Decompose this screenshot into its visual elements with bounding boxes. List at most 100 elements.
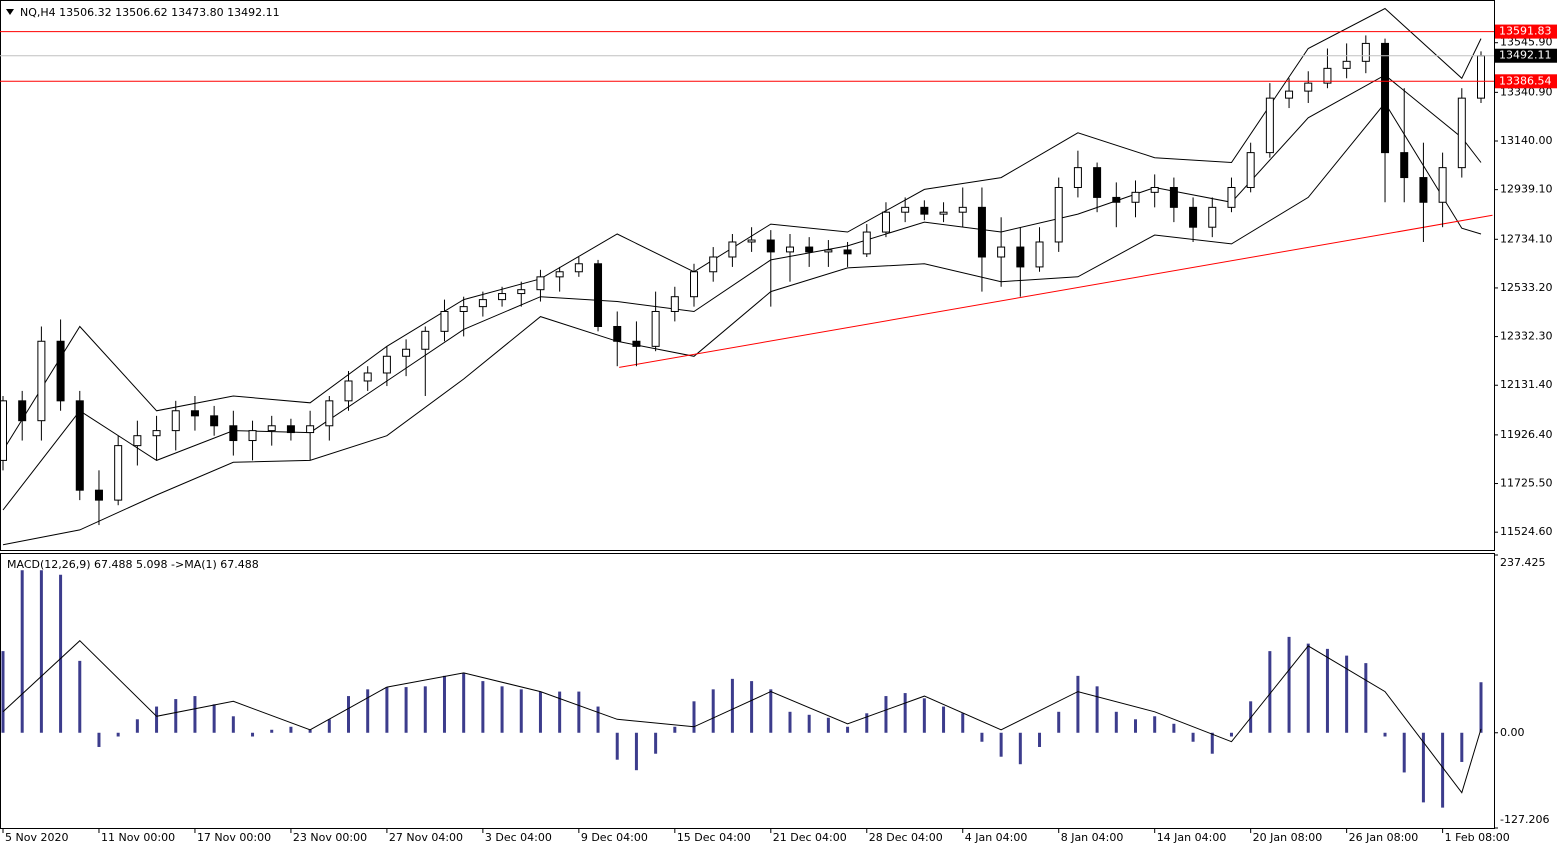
candle-body — [651, 310, 660, 347]
candle-body — [402, 348, 411, 357]
candle-body — [920, 206, 929, 215]
candle-body — [632, 340, 641, 347]
y-tick-label: 12533.20 — [1500, 281, 1553, 294]
candle-body — [709, 256, 718, 273]
x-tick-label: 20 Jan 08:00 — [1253, 831, 1323, 844]
candle-body — [555, 271, 564, 278]
candle-body — [997, 246, 1006, 258]
x-tick-label: 8 Jan 04:00 — [1061, 831, 1124, 844]
candle-body — [1304, 82, 1313, 92]
y-tick-label: 12939.10 — [1500, 183, 1553, 196]
candle-body — [901, 206, 910, 213]
candle-body — [1400, 152, 1409, 179]
candle-body — [977, 206, 986, 258]
x-tick-label: 26 Jan 08:00 — [1349, 831, 1419, 844]
x-tick-label: 14 Jan 04:00 — [1157, 831, 1227, 844]
macd-title: MACD(12,26,9) 67.488 5.098 ->MA(1) 67.48… — [7, 558, 259, 571]
candle-body — [1265, 97, 1274, 154]
candle-body — [1131, 191, 1140, 203]
candle-body — [210, 415, 219, 427]
candle-body — [766, 239, 775, 253]
candle-body — [881, 211, 890, 233]
candle-body — [1323, 67, 1332, 84]
candle-body — [785, 246, 794, 253]
x-tick-label: 4 Jan 04:00 — [965, 831, 1028, 844]
candle-body — [421, 330, 430, 350]
candle-body — [1419, 177, 1428, 203]
candle-body — [459, 306, 468, 312]
x-tick-label: 3 Dec 04:00 — [485, 831, 552, 844]
candle-body — [325, 400, 334, 427]
menu-triangle[interactable] — [6, 9, 14, 15]
price-label-bg — [1495, 74, 1557, 89]
candle-body — [267, 425, 276, 432]
main-panel — [0, 0, 1495, 551]
x-tick-label: 11 Nov 00:00 — [101, 831, 175, 844]
candle-body — [805, 246, 814, 253]
y-tick-label: 237.425 — [1500, 556, 1546, 569]
candle-body — [1457, 97, 1466, 169]
candle-body — [498, 293, 507, 301]
candle-body — [1285, 90, 1294, 99]
candle-body — [1035, 241, 1044, 268]
price-label-bg — [1495, 24, 1557, 39]
candle-body — [229, 425, 238, 442]
x-tick-label: 23 Nov 00:00 — [293, 831, 367, 844]
candle-body — [1361, 42, 1370, 62]
y-tick-label: 0.00 — [1500, 726, 1525, 739]
macd-area — [1, 570, 1483, 808]
candle-body — [843, 249, 852, 255]
candle-body — [1438, 167, 1447, 203]
candle-body — [114, 445, 123, 501]
macd-panel — [0, 553, 1495, 829]
candle-body — [574, 263, 583, 273]
candle-body — [862, 231, 871, 255]
band-line — [2, 7, 1482, 451]
y-tick-label: 13340.90 — [1500, 85, 1553, 98]
x-tick-label: 28 Dec 04:00 — [869, 831, 943, 844]
candle-body — [1208, 206, 1217, 228]
candle-body — [478, 299, 487, 308]
x-tick-label: 5 Nov 2020 — [5, 831, 68, 844]
candle-body — [1150, 186, 1159, 193]
candle-body — [536, 276, 545, 291]
candle-body — [747, 239, 756, 243]
candle-body — [18, 400, 27, 422]
candle-body — [670, 296, 679, 312]
candle-body — [1342, 60, 1351, 69]
candle-body — [613, 325, 622, 342]
candle-body — [728, 241, 737, 258]
candle-body — [824, 249, 833, 253]
candle-body — [363, 372, 372, 382]
signal-line — [2, 640, 1482, 794]
candle-body — [1246, 152, 1255, 188]
candle-body — [171, 410, 180, 432]
y-tick-label: 11725.50 — [1500, 477, 1553, 490]
y-tick-label: 11926.40 — [1500, 428, 1553, 441]
candle-body — [1, 400, 7, 461]
chart-title: NQ,H4 13506.32 13506.62 13473.80 13492.1… — [20, 6, 280, 19]
y-tick-label: 13545.90 — [1500, 36, 1553, 49]
price-label: 13492.11 — [1499, 49, 1552, 62]
candle-body — [1054, 186, 1063, 243]
y-tick-label: 13140.00 — [1500, 134, 1553, 147]
candle-body — [440, 310, 449, 332]
candle-body — [1227, 186, 1236, 208]
candle-body — [286, 425, 295, 434]
x-tick-label: 27 Nov 04:00 — [389, 831, 463, 844]
price-label: 13386.54 — [1499, 74, 1552, 87]
candle-body — [133, 435, 142, 447]
candle-body — [1169, 186, 1178, 208]
candle-body — [517, 289, 526, 295]
candle-body — [958, 206, 967, 213]
candle-body — [594, 263, 603, 327]
candle-body — [1112, 196, 1121, 203]
band-line — [2, 102, 1482, 546]
y-tick-label: -127.206 — [1500, 813, 1549, 826]
candle-body — [56, 340, 65, 402]
candle-body — [1189, 206, 1198, 228]
candle-body — [248, 430, 257, 442]
y-tick-label: 12734.10 — [1500, 232, 1553, 245]
